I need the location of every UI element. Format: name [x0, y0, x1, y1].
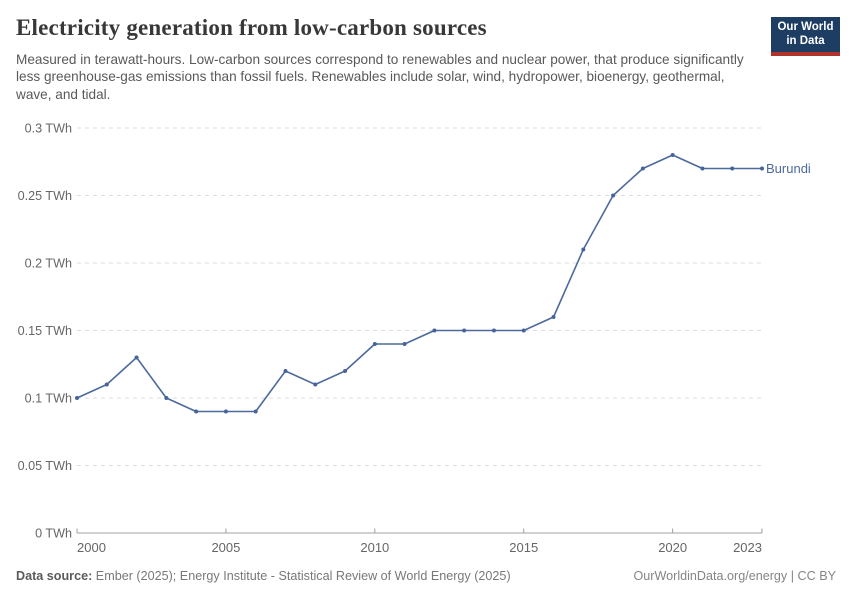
- x-tick-label: 2005: [211, 540, 240, 555]
- y-tick-label: 0.25 TWh: [18, 189, 72, 203]
- data-point[interactable]: [432, 328, 437, 333]
- owid-logo-line1: Our World: [777, 21, 834, 33]
- data-point[interactable]: [372, 342, 377, 346]
- x-tick-label: 2020: [658, 540, 687, 555]
- data-source-label: Data source:: [16, 569, 93, 583]
- data-point[interactable]: [134, 355, 139, 360]
- data-line[interactable]: [76, 154, 762, 413]
- data-point[interactable]: [343, 369, 348, 373]
- data-point[interactable]: [760, 166, 764, 171]
- data-point[interactable]: [104, 382, 109, 387]
- owid-logo-line2: in Data: [786, 34, 825, 47]
- page-title: Electricity generation from low-carbon s…: [16, 15, 487, 40]
- x-tick-label: 2015: [509, 540, 538, 555]
- chart-footer: Data source: Ember (2025); Energy Instit…: [16, 569, 836, 583]
- data-point[interactable]: [253, 409, 258, 414]
- data-point[interactable]: [730, 166, 735, 171]
- data-point[interactable]: [521, 328, 526, 333]
- y-tick-label: 0.15 TWh: [18, 324, 72, 338]
- data-point[interactable]: [223, 409, 228, 414]
- data-source-text: Ember (2025); Energy Institute - Statist…: [95, 569, 511, 583]
- data-point[interactable]: [283, 369, 288, 373]
- data-point[interactable]: [581, 247, 586, 252]
- owid-logo: Our World in Data: [771, 17, 840, 56]
- y-tick-label: 0.05 TWh: [18, 459, 72, 473]
- data-point[interactable]: [611, 193, 616, 198]
- data-point[interactable]: [640, 166, 645, 171]
- entity-label[interactable]: Burundi: [766, 161, 811, 176]
- data-point[interactable]: [700, 166, 705, 171]
- y-tick-label: 0.3 TWh: [25, 122, 72, 136]
- data-point[interactable]: [313, 382, 318, 387]
- data-point[interactable]: [491, 328, 496, 333]
- y-tick-label: 0.2 TWh: [25, 257, 72, 271]
- y-tick-label: 0 TWh: [35, 527, 72, 541]
- data-point[interactable]: [75, 396, 79, 400]
- data-source-note: Data source: Ember (2025); Energy Instit…: [16, 569, 511, 583]
- x-tick-label: 2000: [77, 540, 106, 555]
- data-point[interactable]: [402, 342, 407, 346]
- data-point[interactable]: [670, 153, 675, 157]
- x-tick-label: 2010: [360, 540, 389, 555]
- x-tick-label: 2023: [733, 540, 762, 555]
- y-tick-label: 0.1 TWh: [25, 392, 72, 406]
- chart-subtitle: Measured in terawatt-hours. Low-carbon s…: [16, 52, 744, 102]
- license-note[interactable]: OurWorldinData.org/energy | CC BY: [633, 569, 836, 583]
- data-point[interactable]: [462, 328, 467, 333]
- data-point[interactable]: [164, 396, 169, 400]
- data-point[interactable]: [194, 409, 199, 414]
- data-point[interactable]: [551, 315, 556, 319]
